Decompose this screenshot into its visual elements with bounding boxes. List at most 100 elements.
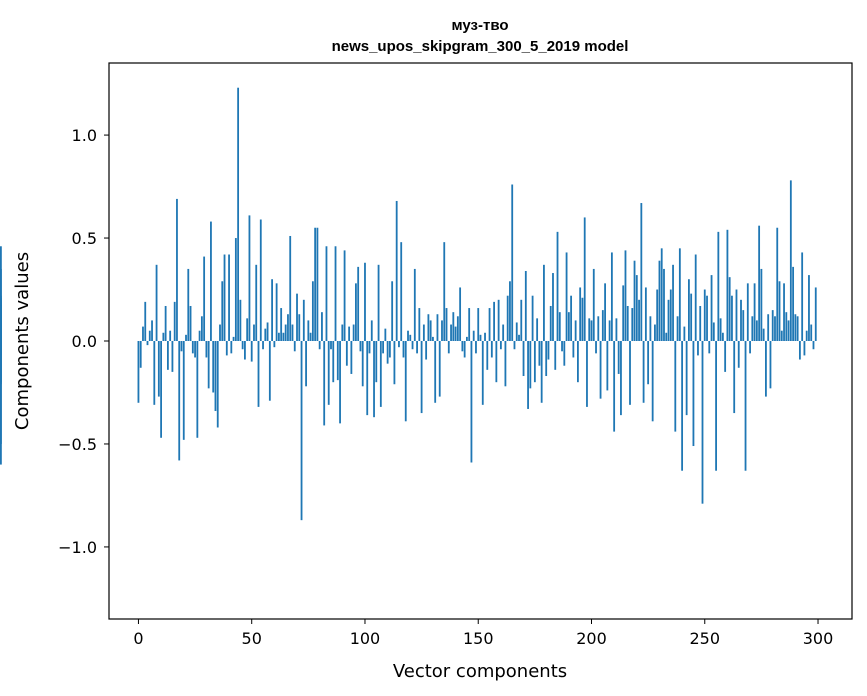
bar (495, 341, 498, 383)
bar (361, 341, 364, 387)
bar (364, 262, 366, 341)
bar (685, 341, 688, 416)
bar (785, 312, 788, 341)
bar (644, 287, 647, 341)
bar (529, 341, 532, 389)
bar (173, 301, 176, 341)
bar (422, 324, 425, 341)
x-tick-label: 300 (803, 629, 834, 648)
bar (339, 341, 341, 424)
x-tick-label: 150 (463, 629, 494, 648)
bar (631, 308, 634, 341)
bar (334, 246, 337, 341)
bar (583, 217, 586, 341)
bar (622, 285, 625, 341)
bar (323, 341, 326, 426)
bar (0, 341, 2, 383)
y-tick-label: −1.0 (58, 538, 97, 557)
bar (237, 87, 240, 342)
bar (447, 341, 450, 354)
bar (497, 299, 500, 341)
bar (524, 270, 527, 341)
bar (253, 324, 255, 341)
bar (244, 341, 246, 360)
bar (635, 275, 638, 341)
bar (418, 308, 421, 341)
bar (330, 341, 332, 350)
bar (536, 318, 539, 341)
bar (425, 341, 428, 360)
bar (518, 334, 520, 341)
bar (509, 281, 511, 341)
bar (210, 221, 212, 341)
bar (413, 268, 416, 341)
bar (493, 301, 495, 341)
bar (475, 341, 477, 354)
bar (157, 341, 160, 397)
bar (511, 184, 514, 341)
bar (767, 314, 770, 341)
bar (774, 316, 776, 341)
bar (472, 330, 475, 341)
bar (166, 341, 169, 370)
bar (731, 295, 733, 341)
bar (567, 312, 570, 341)
bar (198, 330, 201, 341)
bar (762, 328, 765, 341)
bar (427, 314, 430, 341)
bar (250, 341, 253, 362)
bar (543, 264, 545, 341)
bar (259, 219, 262, 341)
bar (651, 341, 654, 422)
bar (200, 316, 203, 341)
bar (554, 341, 557, 370)
bar (228, 254, 230, 341)
bar (581, 297, 584, 341)
bar (280, 308, 283, 341)
bar (332, 341, 335, 383)
bar (151, 320, 153, 341)
bar (620, 341, 622, 416)
bar (357, 266, 360, 341)
bar (658, 260, 661, 341)
bar (629, 341, 631, 405)
bar (549, 305, 552, 341)
bar (176, 198, 178, 341)
bar (513, 341, 516, 350)
bar (674, 341, 677, 432)
bar (0, 318, 2, 341)
bar (801, 252, 804, 341)
bar (461, 341, 464, 352)
bar (678, 248, 681, 341)
x-tick-label: 250 (689, 629, 720, 648)
bar (755, 320, 758, 341)
bar (325, 246, 328, 341)
x-tick-label: 0 (133, 629, 143, 648)
bar (293, 341, 296, 352)
bar (225, 341, 228, 356)
bar (690, 293, 693, 341)
bar (577, 341, 579, 383)
bar (606, 341, 609, 391)
bar (740, 299, 742, 341)
bar (370, 320, 373, 341)
bar (624, 250, 627, 341)
bar (436, 314, 439, 341)
bar (608, 320, 611, 341)
bar (520, 299, 523, 341)
bar (778, 281, 781, 341)
bar (737, 341, 740, 368)
bar (502, 324, 505, 341)
bar (597, 316, 600, 341)
bar (733, 341, 736, 414)
x-axis-label: Vector components (393, 661, 567, 682)
bar (400, 242, 403, 341)
plot-area-frame (108, 62, 853, 620)
bar (642, 341, 645, 403)
bar (703, 289, 706, 341)
bar (277, 332, 280, 341)
bar (656, 289, 659, 341)
bar (803, 341, 806, 356)
bar (805, 330, 808, 341)
